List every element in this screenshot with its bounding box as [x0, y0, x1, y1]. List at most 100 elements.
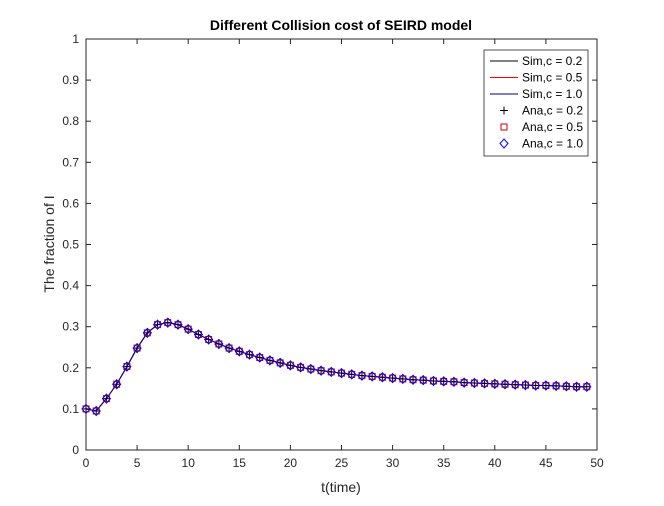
data-point: [440, 377, 448, 385]
x-tick-label: 30: [386, 456, 400, 470]
data-point: [389, 374, 397, 382]
data-point: [481, 379, 489, 387]
x-tick-label: 0: [83, 456, 90, 470]
legend-label: Sim,c = 1.0: [522, 87, 583, 101]
data-point: [408, 374, 418, 385]
x-tick-label: 50: [590, 456, 604, 470]
legend-label: Sim,c = 0.2: [522, 54, 583, 68]
data-point: [152, 319, 163, 330]
x-tick-label: 5: [134, 456, 141, 470]
data-point: [92, 407, 100, 415]
data-point: [541, 380, 551, 391]
legend-marker: [499, 138, 509, 149]
data-point: [244, 349, 255, 360]
data-point: [193, 329, 204, 340]
x-axis-label: t(time): [321, 479, 361, 495]
data-point: [123, 363, 131, 371]
data-point: [582, 381, 592, 392]
x-tick-label: 20: [284, 456, 298, 470]
data-point: [276, 359, 284, 367]
data-point: [174, 321, 182, 329]
data-point: [163, 317, 173, 328]
data-point: [255, 352, 265, 363]
data-point: [215, 340, 223, 348]
data-point: [398, 373, 408, 385]
data-point: [571, 381, 582, 392]
data-point: [285, 360, 296, 371]
data-point: [203, 334, 214, 345]
data-point: [81, 403, 91, 415]
data-point: [256, 354, 264, 362]
data-point: [459, 377, 469, 388]
data-point: [491, 380, 499, 388]
data-point: [113, 380, 121, 388]
data-point: [316, 365, 326, 376]
data-point: [409, 376, 417, 384]
data-point: [235, 347, 243, 355]
legend-box: [483, 49, 589, 157]
data-point: [164, 319, 172, 327]
data-point: [357, 370, 367, 381]
data-point: [378, 373, 386, 381]
data-point: [532, 381, 540, 389]
data-point: [501, 380, 509, 388]
data-point: [338, 369, 345, 377]
data-point: [132, 342, 142, 354]
x-tick-label: 40: [488, 456, 502, 470]
y-tick-label: 1: [72, 32, 79, 46]
legend-marker: [500, 123, 508, 131]
x-tick-label: 35: [437, 456, 451, 470]
data-point: [418, 374, 428, 386]
data-point: [460, 379, 468, 387]
x-tick-label: 25: [335, 456, 349, 470]
data-point: [449, 376, 459, 388]
data-point: [154, 321, 162, 329]
data-point: [358, 372, 366, 380]
data-point: [234, 346, 244, 357]
data-point: [510, 379, 520, 390]
data-point: [91, 405, 101, 417]
data-point: [531, 380, 541, 391]
data-point: [561, 381, 572, 392]
data-point: [469, 377, 480, 389]
x-tick-label: 15: [233, 456, 247, 470]
data-point: [224, 342, 234, 354]
y-tick-label: 0.9: [62, 73, 79, 87]
y-tick-label: 0.6: [62, 196, 79, 210]
data-point: [387, 372, 398, 384]
data-point: [511, 381, 519, 389]
series-layer: [81, 317, 592, 417]
data-point: [500, 378, 510, 390]
y-axis: 0 0.1 0.2 0.3 0.4 0.5 0.6 0.7 0.8 0.9 1: [62, 32, 597, 457]
data-point: [286, 361, 294, 369]
data-point: [122, 361, 132, 372]
data-point: [142, 327, 152, 339]
legend-label: Ana,c = 0.5: [522, 120, 583, 134]
y-tick-label: 0.2: [62, 361, 79, 375]
data-point: [194, 331, 202, 339]
data-point: [307, 365, 315, 373]
data-point: [297, 363, 305, 371]
data-point: [429, 377, 437, 385]
data-point: [450, 378, 458, 386]
data-point: [266, 356, 274, 364]
data-point: [265, 355, 275, 366]
x-axis: 0 5 10 15 20 25 30 35 40 45 50: [83, 39, 604, 470]
y-tick-label: 0.7: [62, 155, 79, 169]
data-point: [336, 367, 347, 379]
data-point: [82, 405, 90, 413]
series-markers: [81, 317, 592, 417]
data-point: [348, 370, 356, 378]
y-tick-label: 0.5: [62, 238, 79, 252]
data-point: [520, 379, 531, 391]
data-point: [521, 381, 529, 389]
data-point: [470, 379, 478, 387]
y-tick-label: 0.8: [62, 114, 79, 128]
data-point: [183, 323, 193, 335]
data-point: [490, 378, 500, 390]
y-tick-label: 0.3: [62, 320, 79, 334]
data-point: [347, 369, 357, 380]
data-point: [133, 344, 141, 352]
